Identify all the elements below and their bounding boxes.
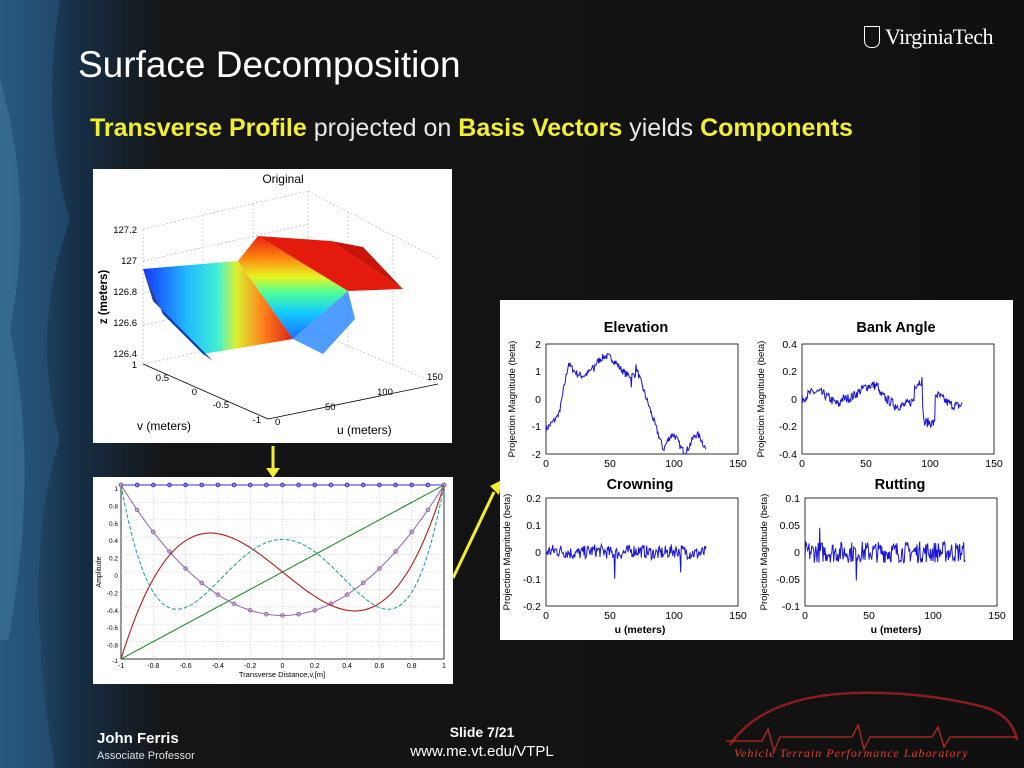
crowning-subplot: Crowning 0.2 0.1 0 -0.1 -0.2 0 50 100 15… bbox=[502, 477, 747, 636]
x-tick: 0 bbox=[543, 458, 549, 470]
x-tick: 100 bbox=[924, 610, 942, 622]
y-axis-label: Projection Magnitude (beta) bbox=[756, 341, 767, 458]
y-tick: -0.4 bbox=[779, 449, 797, 461]
y-tick: 2 bbox=[535, 339, 541, 351]
y-tick: 0.05 bbox=[780, 520, 801, 532]
y-axis-label: Projection Magnitude (beta) bbox=[759, 494, 770, 611]
bank-angle-subplot: Bank Angle 0.4 0.2 0 -0.2 -0.4 0 50 100 … bbox=[756, 320, 1003, 470]
y-axis-label: Projection Magnitude (beta) bbox=[507, 341, 518, 458]
x-tick: -0.6 bbox=[180, 663, 192, 670]
y-tick: 0 bbox=[794, 547, 800, 559]
x-tick: 0 bbox=[543, 610, 549, 622]
x-tick: 150 bbox=[729, 458, 747, 470]
x-axis-label: Transverse Distance,v,[m] bbox=[239, 670, 325, 679]
y-tick: 1 bbox=[114, 486, 118, 493]
y-tick: -0.1 bbox=[782, 601, 800, 613]
y-tick: -0.6 bbox=[107, 625, 119, 632]
x-tick: 150 bbox=[985, 458, 1003, 470]
y-tick: 0.1 bbox=[785, 493, 800, 505]
x-tick: 0 bbox=[802, 610, 808, 622]
x-tick: -1 bbox=[118, 663, 124, 670]
x-tick: 100 bbox=[665, 458, 683, 470]
subplot-title: Crowning bbox=[607, 477, 674, 493]
y-tick: -0.8 bbox=[107, 643, 119, 650]
x-tick: 1 bbox=[442, 663, 446, 670]
x-tick: 50 bbox=[604, 458, 616, 470]
x-tick: 100 bbox=[665, 610, 683, 622]
lab-name: Vehicle Terrain Performance Laboratory bbox=[734, 746, 969, 761]
x-tick: 0.4 bbox=[342, 663, 352, 670]
x-tick: 150 bbox=[729, 610, 747, 622]
y-tick: 1 bbox=[535, 366, 541, 378]
x-tick: 0.8 bbox=[407, 663, 417, 670]
basis-vectors-plot: -1 -0.8 -0.6 -0.4 -0.2 0 0.2 0.4 0.6 0.8… bbox=[93, 477, 453, 684]
y-axis-label: Amplitude bbox=[96, 556, 103, 587]
lab-url[interactable]: www.me.vt.edu/VTPL bbox=[396, 743, 568, 760]
y-tick: 0.1 bbox=[526, 520, 541, 532]
y-tick: -0.2 bbox=[107, 590, 119, 597]
slide-number: Slide 7/21 bbox=[400, 724, 564, 740]
y-tick: 0 bbox=[114, 573, 118, 580]
x-tick: 0.6 bbox=[375, 663, 385, 670]
x-tick: 50 bbox=[604, 610, 616, 622]
y-tick: -0.05 bbox=[776, 574, 800, 586]
rutting-subplot: Rutting 0.1 0.05 0 -0.05 -0.1 0 50 100 1… bbox=[759, 477, 1006, 636]
y-tick: -0.2 bbox=[523, 601, 541, 613]
y-tick: 0.6 bbox=[109, 521, 118, 528]
y-axis-label: Projection Magnitude (beta) bbox=[502, 494, 513, 611]
x-axis-label: u (meters) bbox=[615, 624, 666, 636]
y-tick: 0.2 bbox=[782, 366, 797, 378]
x-tick: 0 bbox=[799, 458, 805, 470]
subplot-title: Rutting bbox=[875, 477, 926, 493]
x-tick: 50 bbox=[863, 610, 875, 622]
y-tick: -0.4 bbox=[107, 608, 119, 615]
x-tick: 150 bbox=[988, 610, 1006, 622]
y-tick: -1 bbox=[112, 658, 118, 665]
x-tick: -0.2 bbox=[244, 663, 256, 670]
y-tick: 0.4 bbox=[782, 339, 797, 351]
x-tick: 0.2 bbox=[310, 663, 320, 670]
x-tick: 50 bbox=[860, 458, 872, 470]
y-tick: 0.2 bbox=[526, 493, 541, 505]
components-plots: Elevation 2 1 0 -1 -2 0 50 100 150 Proje… bbox=[500, 300, 1013, 640]
y-tick: 0.2 bbox=[109, 556, 118, 563]
x-tick: -0.8 bbox=[147, 663, 159, 670]
x-tick: 100 bbox=[921, 458, 939, 470]
y-tick: -0.2 bbox=[779, 421, 797, 433]
y-tick: -1 bbox=[532, 421, 541, 433]
subplot-title: Bank Angle bbox=[856, 320, 935, 336]
author-name: John Ferris bbox=[97, 730, 179, 747]
subplot-title: Elevation bbox=[604, 320, 668, 336]
y-tick: 0 bbox=[535, 547, 541, 559]
author-role: Associate Professor bbox=[97, 750, 195, 762]
x-axis-label: u (meters) bbox=[871, 624, 922, 636]
elevation-subplot: Elevation 2 1 0 -1 -2 0 50 100 150 Proje… bbox=[507, 320, 747, 470]
y-tick: 0 bbox=[791, 394, 797, 406]
y-tick: 0.4 bbox=[109, 538, 118, 545]
y-tick: -2 bbox=[532, 449, 541, 461]
y-tick: 0 bbox=[535, 394, 541, 406]
y-tick: 0.8 bbox=[109, 503, 118, 510]
x-tick: -0.4 bbox=[212, 663, 224, 670]
x-tick: 0 bbox=[281, 663, 285, 670]
y-tick: -0.1 bbox=[523, 574, 541, 586]
